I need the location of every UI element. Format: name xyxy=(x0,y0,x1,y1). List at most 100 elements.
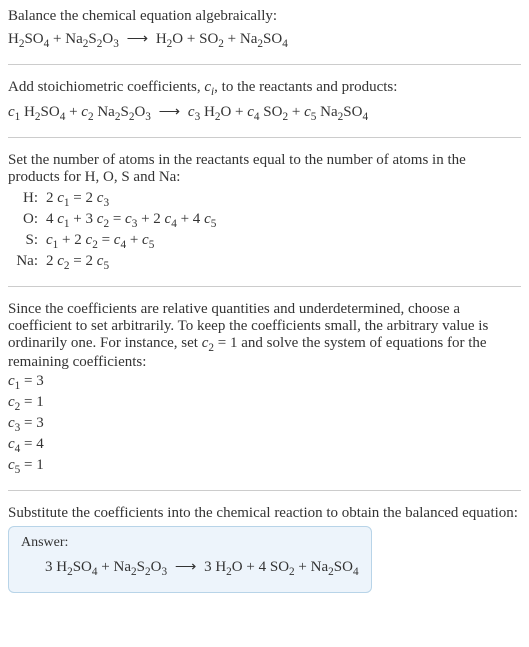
sub: 3 xyxy=(103,197,109,209)
chem: S xyxy=(120,104,128,120)
divider xyxy=(8,490,521,491)
plus: + xyxy=(183,31,199,47)
divider xyxy=(8,286,521,287)
chem: SO xyxy=(334,559,353,575)
var: c xyxy=(204,211,211,227)
val: = 1 xyxy=(20,457,43,473)
atom-label: S: xyxy=(8,232,46,251)
n: + 2 xyxy=(58,232,85,248)
var: c xyxy=(8,373,15,389)
table-row: S: c1 + 2 c2 = c4 + c5 xyxy=(8,232,521,251)
arrow-icon: ⟶ xyxy=(159,102,181,121)
chem: H xyxy=(156,31,167,47)
chem: SO xyxy=(41,104,60,120)
arrow-icon: ⟶ xyxy=(127,29,149,48)
plus: + xyxy=(224,31,240,47)
var: c xyxy=(81,104,88,120)
atom-eq: 2 c1 = 2 c3 xyxy=(46,190,521,209)
val: = 3 xyxy=(20,373,43,389)
chem: SO xyxy=(343,104,362,120)
var: c xyxy=(304,104,311,120)
plus: + xyxy=(65,104,81,120)
table-row: H: 2 c1 = 2 c3 xyxy=(8,190,521,209)
table-row: Na: 2 c2 = 2 c5 xyxy=(8,253,521,272)
step5-section: Substitute the coefficients into the che… xyxy=(8,505,521,593)
n: 4 xyxy=(259,559,270,575)
var: c xyxy=(8,436,15,452)
plus: + xyxy=(243,559,259,575)
chem: S xyxy=(137,559,145,575)
plus: + xyxy=(295,559,311,575)
chem: Na xyxy=(240,31,258,47)
var: c xyxy=(8,415,15,431)
val: = 4 xyxy=(20,436,43,452)
atom-eq: 2 c2 = 2 c5 xyxy=(46,253,521,272)
val: = 1 xyxy=(20,394,43,410)
n: 2 xyxy=(46,190,57,206)
chem: H xyxy=(8,31,19,47)
sub: 5 xyxy=(211,218,217,230)
atom-eq: 4 c1 + 3 c2 = c3 + 2 c4 + 4 c5 xyxy=(46,211,521,230)
chem: H xyxy=(20,104,35,120)
n: + xyxy=(126,232,142,248)
coeff-line: c3 = 3 xyxy=(8,415,521,434)
text: Add stoichiometric coefficients, xyxy=(8,79,204,95)
n: + 4 xyxy=(177,211,204,227)
chem: O xyxy=(220,104,231,120)
chem: SO xyxy=(263,31,282,47)
coeff-line: c2 = 1 xyxy=(8,394,521,413)
n: 3 xyxy=(204,559,215,575)
n: + 3 xyxy=(70,211,97,227)
coeff-line: c4 = 4 xyxy=(8,436,521,455)
n: = xyxy=(98,232,114,248)
n: = xyxy=(109,211,125,227)
atom-label: O: xyxy=(8,211,46,230)
answer-box: Answer: 3 H2SO4 + Na2S2O3 ⟶ 3 H2O + 4 SO… xyxy=(8,526,372,593)
coeff-line: c5 = 1 xyxy=(8,457,521,476)
sub: 3 xyxy=(161,566,167,578)
chem: O xyxy=(151,559,162,575)
step3-section: Set the number of atoms in the reactants… xyxy=(8,152,521,272)
chem: SO xyxy=(199,31,218,47)
sub: 5 xyxy=(103,260,109,272)
arrow-icon: ⟶ xyxy=(175,557,197,576)
step4-section: Since the coefficients are relative quan… xyxy=(8,301,521,476)
n: = 2 xyxy=(70,190,97,206)
var: c xyxy=(247,104,254,120)
n: 4 xyxy=(46,211,57,227)
plus: + xyxy=(288,104,304,120)
n: 2 xyxy=(46,253,57,269)
chem: O xyxy=(102,31,113,47)
var: c xyxy=(188,104,195,120)
coeff-list: c1 = 3 c2 = 1 c3 = 3 c4 = 4 c5 = 1 xyxy=(8,373,521,476)
atom-label: H: xyxy=(8,190,46,209)
var: c xyxy=(142,232,149,248)
step2-equation: c1 H2SO4 + c2 Na2S2O3 ⟶ c3 H2O + c4 SO2 … xyxy=(8,102,521,123)
step2-section: Add stoichiometric coefficients, ci, to … xyxy=(8,79,521,123)
chem: H xyxy=(56,559,67,575)
sub: 4 xyxy=(282,38,288,50)
plus: + xyxy=(231,104,247,120)
chem: Na xyxy=(316,104,337,120)
atom-label: Na: xyxy=(8,253,46,272)
chem: SO xyxy=(260,104,283,120)
sub: 4 xyxy=(353,566,359,578)
intro-section: Balance the chemical equation algebraica… xyxy=(8,8,521,50)
var: c xyxy=(57,253,64,269)
var: c xyxy=(46,232,53,248)
sub: 4 xyxy=(362,111,368,123)
coeff-line: c1 = 3 xyxy=(8,373,521,392)
intro-text: Balance the chemical equation algebraica… xyxy=(8,8,521,25)
n: = 2 xyxy=(70,253,97,269)
chem: Na xyxy=(114,559,132,575)
answer-equation: 3 H2SO4 + Na2S2O3 ⟶ 3 H2O + 4 SO2 + Na2S… xyxy=(21,557,359,578)
plus: + xyxy=(98,559,114,575)
var: c xyxy=(204,79,211,95)
chem: O xyxy=(134,104,145,120)
intro-equation: H2SO4 + Na2S2O3 ⟶ H2O + SO2 + Na2SO4 xyxy=(8,29,521,50)
chem: SO xyxy=(73,559,92,575)
var: c xyxy=(57,211,64,227)
sub: 5 xyxy=(149,239,155,251)
chem: SO xyxy=(24,31,43,47)
var: c xyxy=(57,190,64,206)
